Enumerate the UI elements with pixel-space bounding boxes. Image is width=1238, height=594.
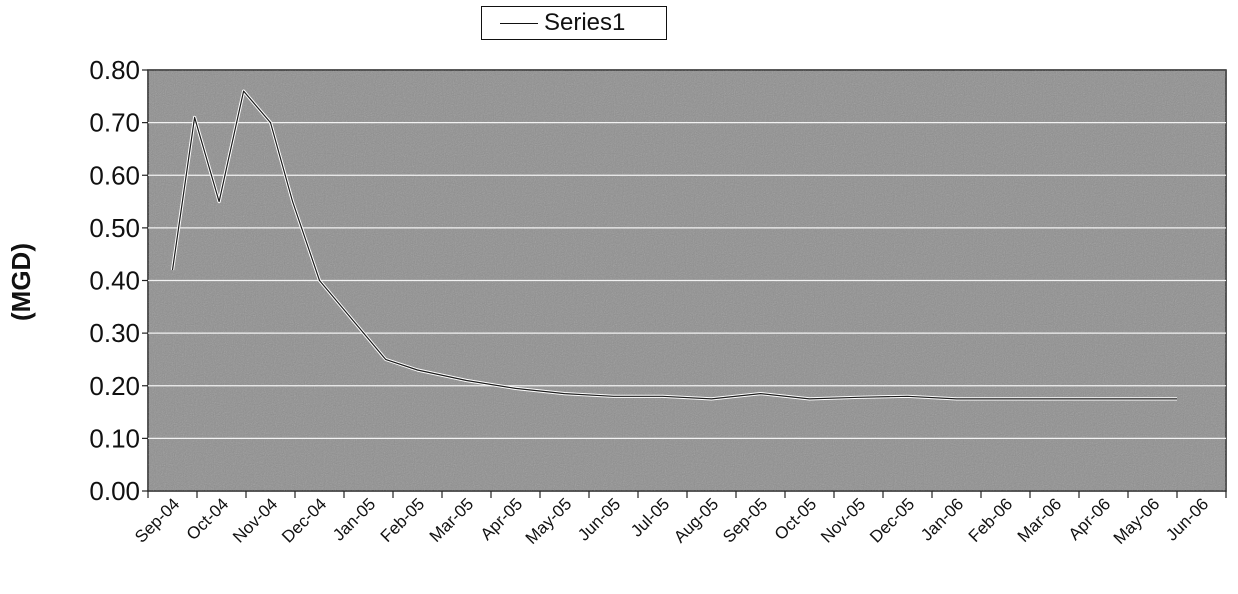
x-tick-label: Aug-05 (670, 494, 722, 546)
y-tick-label: 0.30 (89, 318, 140, 348)
series-line (171, 90, 1177, 400)
x-tick-label: Jan-05 (329, 494, 379, 544)
y-tick-label: 0.70 (89, 108, 140, 138)
x-tick-label: May-06 (1110, 494, 1164, 548)
x-axis: Sep-04 Oct-04Nov-04Dec-04Jan-05Feb-05Mar-… (131, 491, 1227, 548)
y-axis-label: (MGD) (6, 243, 36, 321)
legend: Series1 (481, 6, 667, 40)
x-tick-label: Mar-06 (1014, 494, 1066, 546)
x-tick-label: Feb-06 (965, 494, 1017, 546)
x-tick-label: Nov-04 (229, 494, 281, 546)
y-tick-label: 0.80 (89, 55, 140, 85)
x-tick-label: Nov-05 (817, 494, 869, 546)
x-tick-label: Oct-05 (771, 494, 821, 544)
x-tick-label: Sep-05 (719, 494, 771, 546)
x-tick-label: Dec-04 (278, 494, 330, 546)
x-tick-label: Feb-05 (377, 494, 429, 546)
x-tick-label: Jan-06 (917, 494, 967, 544)
x-tick-label: Jul-05 (627, 494, 673, 540)
x-tick-label: Jun-06 (1162, 494, 1212, 544)
y-tick-label: 0.60 (89, 160, 140, 190)
y-tick-label: 0.10 (89, 423, 140, 453)
x-tick-label: Jun-05 (574, 494, 624, 544)
legend-series-label: Series1 (544, 9, 626, 36)
x-tick-label: Mar-05 (426, 494, 478, 546)
x-tick-label: Apr-05 (477, 494, 527, 544)
x-tick-label: Dec-05 (866, 494, 918, 546)
x-tick-label: Oct-04 (183, 494, 233, 544)
gridlines (148, 122, 1226, 439)
y-tick-label: 0.00 (89, 476, 140, 506)
legend-series-swatch (500, 23, 538, 24)
y-tick-label: 0.20 (89, 371, 140, 401)
x-tick-label: Apr-06 (1065, 494, 1115, 544)
y-tick-label: 0.40 (89, 266, 140, 296)
x-tick-label: May-05 (522, 494, 576, 548)
y-axis: 0.00 0.10 0.20 0.30 0.40 0.50 0.60 0.70 0.80 (89, 55, 148, 506)
series-layer (170, 89, 1177, 401)
y-tick-label: 0.50 (89, 213, 140, 243)
